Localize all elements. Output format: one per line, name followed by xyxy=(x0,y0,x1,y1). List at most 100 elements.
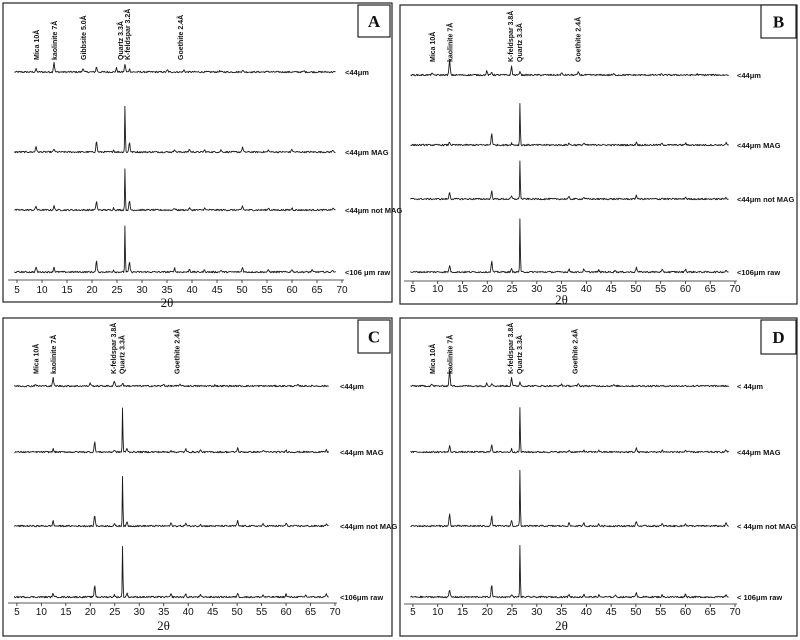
peak-label: Mica 10Å xyxy=(428,32,437,62)
x-tick-label: 65 xyxy=(311,285,323,296)
series-label: <44μm MAG xyxy=(737,448,781,457)
series-label: <106μm raw xyxy=(737,268,780,277)
x-tick-label: 5 xyxy=(410,607,416,618)
panel-badge-box xyxy=(760,4,797,39)
panel-c: C <44μm <44μm MAG <44μm not MAG <106μm raw Mi… xyxy=(2,317,397,637)
x-tick-label: 40 xyxy=(581,284,593,295)
x-tick-label: 65 xyxy=(305,607,317,618)
x-tick-label: 20 xyxy=(482,284,494,295)
series-label: <44μm not MAG xyxy=(345,206,402,215)
panel-badge-box xyxy=(357,4,391,38)
x-tick-label: 45 xyxy=(606,284,618,295)
peak-label: K-feldspar 3.8Å xyxy=(506,11,515,62)
x-tick-label: 10 xyxy=(432,607,444,618)
x-tick-label: 10 xyxy=(36,607,48,618)
panel-frame xyxy=(399,4,798,305)
series-label: <44μm MAG xyxy=(345,148,389,157)
panel-frame xyxy=(2,317,393,637)
series-trace xyxy=(14,105,336,154)
x-tick-label: 10 xyxy=(36,285,48,296)
x-tick-label: 30 xyxy=(531,607,543,618)
series-label: <44μm not MAG xyxy=(737,195,794,204)
panel-a: A <44μm <44μm MAG <44μm not MAG <106 μm raw M… xyxy=(2,2,402,310)
x-tick-label: 60 xyxy=(280,607,292,618)
panel-d: D < 44μm <44μm MAG < 44μm not MAG < 106μm ra… xyxy=(399,317,798,637)
peak-label: Mica 10Å xyxy=(32,344,41,374)
x-tick-label: 20 xyxy=(85,607,97,618)
x-tick-label: 50 xyxy=(232,607,244,618)
x-tick-label: 5 xyxy=(410,284,416,295)
panel-badge-letter: D xyxy=(772,328,784,347)
x-tick-label: 15 xyxy=(60,607,72,618)
series-label: <44μm xyxy=(345,68,369,77)
x-tick-label: 40 xyxy=(183,607,195,618)
panel-badge-box xyxy=(760,319,797,355)
x-tick-label: 30 xyxy=(136,285,148,296)
series-trace xyxy=(14,407,330,454)
peak-label: Quartz 3.3Å xyxy=(116,21,125,60)
x-tick-label: 35 xyxy=(161,285,173,296)
series-label: <106 μm raw xyxy=(345,268,390,277)
x-tick-label: 70 xyxy=(336,285,348,296)
x-tick-label: 55 xyxy=(256,607,268,618)
series-label: < 44μm not MAG xyxy=(737,522,797,531)
x-tick-label: 50 xyxy=(236,285,248,296)
x-tick-label: 45 xyxy=(211,285,223,296)
x-tick-label: 5 xyxy=(14,285,20,296)
series-label: <44μm xyxy=(340,382,364,391)
x-tick-label: 25 xyxy=(506,607,518,618)
x-tick-label: 55 xyxy=(655,284,667,295)
x-tick-label: 60 xyxy=(286,285,298,296)
series-trace xyxy=(410,160,729,201)
x-tick-label: 60 xyxy=(680,607,692,618)
series-label: <44μm xyxy=(737,71,761,80)
series-trace xyxy=(14,168,336,212)
peak-label: kaolinite 7Å xyxy=(446,23,455,62)
series-label: < 44μm xyxy=(737,382,763,391)
series-label: <44μm MAG xyxy=(340,448,384,457)
x-tick-label: 65 xyxy=(705,607,717,618)
panel-badge-box xyxy=(357,319,391,354)
series-trace xyxy=(13,545,329,599)
x-tick-label: 15 xyxy=(457,284,469,295)
x-tick-label: 25 xyxy=(111,285,123,296)
panel-badge-letter: C xyxy=(368,328,380,347)
series-trace xyxy=(14,61,336,74)
panel-b: B <44μm <44μm MAG <44μm not MAG <106μm raw Mi… xyxy=(399,4,798,307)
x-tick-label: 40 xyxy=(581,607,593,618)
series-label: < 106μm raw xyxy=(737,593,782,602)
peak-label: Goethite 2.4Å xyxy=(571,329,580,374)
x-tick-label: 70 xyxy=(729,607,741,618)
peak-label: Goethite 2.4Å xyxy=(172,329,181,374)
x-tick-label: 5 xyxy=(14,607,20,618)
x-tick-label: 60 xyxy=(680,284,692,295)
series-trace xyxy=(410,369,729,388)
x-axis-title: 2θ xyxy=(555,292,568,307)
series-trace xyxy=(14,225,336,274)
x-tick-label: 20 xyxy=(482,607,494,618)
x-tick-label: 45 xyxy=(207,607,219,618)
x-tick-label: 30 xyxy=(531,284,543,295)
x-tick-label: 70 xyxy=(729,284,741,295)
x-tick-label: 65 xyxy=(705,284,717,295)
x-axis-title: 2θ xyxy=(157,618,170,633)
x-tick-label: 15 xyxy=(457,607,469,618)
panel-frame xyxy=(399,317,798,637)
panel-badge-letter: A xyxy=(368,12,381,31)
peak-label: Goethite 2.4Å xyxy=(176,15,185,60)
x-tick-label: 10 xyxy=(432,284,444,295)
x-axis-title: 2θ xyxy=(161,295,174,310)
peak-label: Quartz 3.3Å xyxy=(118,335,127,374)
series-trace xyxy=(410,59,729,77)
x-tick-label: 45 xyxy=(606,607,618,618)
peak-label: Mica 10Å xyxy=(32,30,41,60)
panel-frame xyxy=(2,2,393,303)
x-tick-label: 40 xyxy=(186,285,198,296)
series-trace xyxy=(14,475,329,528)
x-tick-label: 50 xyxy=(630,607,642,618)
x-tick-label: 50 xyxy=(630,284,642,295)
peak-label: Goethite 2.4Å xyxy=(573,17,582,62)
x-tick-label: 35 xyxy=(158,607,170,618)
series-trace xyxy=(410,218,729,274)
